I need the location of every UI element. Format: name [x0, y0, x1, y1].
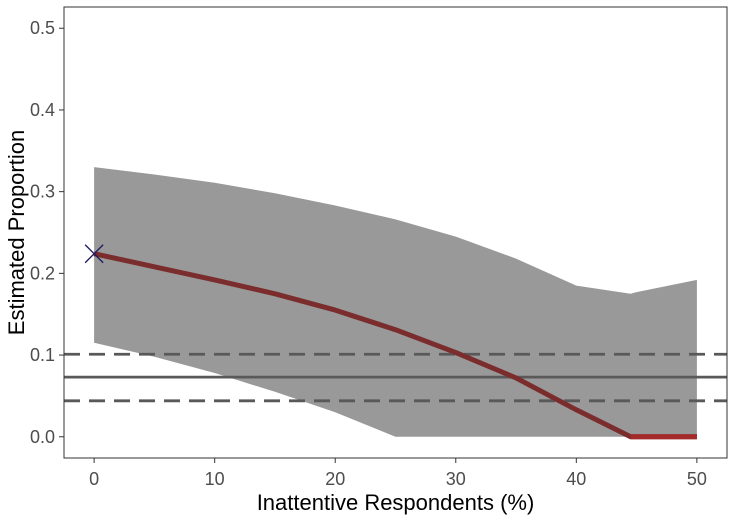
y-tick-label: 0.1: [30, 345, 55, 365]
y-tick-label: 0.5: [30, 18, 55, 38]
x-tick-label: 50: [687, 469, 707, 489]
y-tick-label: 0.0: [30, 427, 55, 447]
x-tick-label: 40: [566, 469, 586, 489]
y-tick-label: 0.2: [30, 263, 55, 283]
x-tick-label: 20: [325, 469, 345, 489]
x-tick-label: 0: [89, 469, 99, 489]
panel-border: [63, 6, 728, 459]
confidence-band: [94, 167, 697, 437]
y-tick-label: 0.3: [30, 182, 55, 202]
start-point-x-marker: [84, 244, 104, 264]
y-tick-label: 0.4: [30, 100, 55, 120]
x-axis-title: Inattentive Respondents (%): [257, 490, 535, 515]
x-tick-label: 10: [205, 469, 225, 489]
y-axis-title: Estimated Proportion: [4, 130, 29, 335]
x-tick-label: 30: [446, 469, 466, 489]
